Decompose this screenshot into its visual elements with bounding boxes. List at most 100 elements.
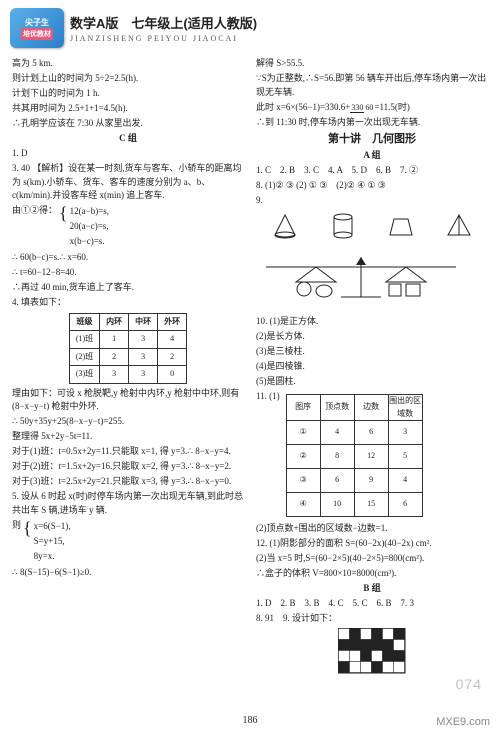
- line: 9.: [256, 194, 488, 208]
- td: 3: [129, 366, 158, 383]
- td: 4: [158, 331, 187, 348]
- line: (5)是圆柱.: [256, 375, 488, 389]
- shape-row: [256, 211, 488, 241]
- eq-system-1: 由①②得： { 12(a−b)=s, 20(a−c)=s, x(b−c)=s.: [12, 204, 244, 250]
- line: (2)是长方体.: [256, 330, 488, 344]
- line: 10. (1)是正方体.: [256, 315, 488, 329]
- page-number: 186: [243, 715, 258, 726]
- cone-icon: [270, 211, 300, 241]
- line: 对于(3)班：t=2.5x+2y=21.只能取 x=3, 得 y=3.∴ 8−x…: [12, 475, 244, 489]
- line: 3. 40 【解析】设在某一时刻,货车与客车、小轿车的距离均为 s(km).小轿…: [12, 162, 244, 204]
- td: 2: [158, 348, 187, 365]
- cylinder-icon: [328, 211, 358, 241]
- th: 边数: [354, 395, 388, 421]
- td: 3: [129, 331, 158, 348]
- balance-diagram: [256, 247, 466, 307]
- right-column: 解得 S>55.5. ∵S为正整数,∴S=56.即第 56 辆车开出后,停车场内…: [256, 56, 488, 677]
- line: ∴ 8(S−15)−6(S−1)≥0.: [12, 566, 244, 580]
- th: 围出的区域数: [388, 395, 422, 421]
- pyramid-icon: [444, 211, 474, 241]
- th: 外环: [158, 313, 187, 330]
- th: 图序: [286, 395, 320, 421]
- td: 15: [354, 492, 388, 516]
- line: (4)是四棱锥.: [256, 360, 488, 374]
- eq: x(b−c)=s.: [70, 235, 109, 249]
- td: (1)班: [69, 331, 99, 348]
- line: 此时 x=6×(56−1)=330.6+33060=11.5(时): [256, 101, 488, 115]
- th: 顶点数: [320, 395, 354, 421]
- line: 对于(2)班：t=1.5x+2y=16.只能取 x=2, 得 y=3.∴ 8−x…: [12, 460, 244, 474]
- line: 则计划上山的时间为 5÷2=2.5(h).: [12, 72, 244, 86]
- label: 11. (1): [256, 390, 280, 404]
- line: 解得 S>55.5.: [256, 57, 488, 71]
- line: (2)当 x=5 时,S=(60−2×5)(40−2×5)=800(cm²).: [256, 552, 488, 566]
- td: ①: [286, 420, 320, 444]
- td: ③: [286, 468, 320, 492]
- td: 6: [354, 420, 388, 444]
- section-b: B 组: [256, 582, 488, 596]
- line: 高为 5 km.: [12, 57, 244, 71]
- logo-line2: 培优教材: [21, 28, 53, 40]
- score-table: 班级内环中环外环 (1)班134 (2)班232 (3)班330: [69, 313, 187, 384]
- line: 1. D 2. B 3. B 4. C 5. C 6. B 7. 3: [256, 597, 488, 611]
- td: 6: [388, 492, 422, 516]
- td: 3: [100, 366, 129, 383]
- line: 1. C 2. B 3. C 4. A 5. D 6. B 7. ②: [256, 164, 488, 178]
- td: 10: [320, 492, 354, 516]
- eq: 8y=x.: [34, 550, 71, 564]
- line: 1. D: [12, 147, 244, 161]
- line: 理由如下：可设 x 枪脱靶,y 枪射中内环,y 枪射中中环,则有 (8−x−y−…: [12, 387, 244, 415]
- td: 8: [320, 444, 354, 468]
- td: 1: [100, 331, 129, 348]
- logo: 尖子生 培优教材: [10, 8, 64, 48]
- line: ∴盒子的体积 V=800×10=8000(cm³).: [256, 567, 488, 581]
- td: ④: [286, 492, 320, 516]
- line: 计划下山的时间为 1 h.: [12, 87, 244, 101]
- td: 4: [388, 468, 422, 492]
- section-c: C 组: [12, 132, 244, 146]
- watermark: MXE9.com: [436, 716, 490, 728]
- td: 5: [388, 444, 422, 468]
- prism-icon: [386, 211, 416, 241]
- line: ∴ 60(b−c)=s.∴ x=60.: [12, 251, 244, 265]
- label: 由①②得：: [12, 204, 57, 218]
- line: ∴孔明学应该在 7:30 从家里出发.: [12, 117, 244, 131]
- td: 9: [354, 468, 388, 492]
- line: ∴到 11:30 时,停车场内第一次出现无车辆.: [256, 116, 488, 130]
- line: 4. 填表如下：: [12, 296, 244, 310]
- line: 共其用时间为 2.5+1+1=4.5(h).: [12, 102, 244, 116]
- graph-table: 图序顶点数边数围出的区域数 ①463 ②8125 ③694 ④10156: [286, 394, 423, 517]
- td: (2)班: [69, 348, 99, 365]
- pixel-pattern: [338, 628, 406, 674]
- th: 内环: [100, 313, 129, 330]
- td: 3: [388, 420, 422, 444]
- eq: 20(a−c)=s,: [70, 220, 109, 234]
- line: 8. (1)② ③ (2) ① ③ (2)② ④ ① ③: [256, 179, 488, 193]
- line: ∴ 50y+35y+25(8−x−y−t)=255.: [12, 415, 244, 429]
- th: 中环: [129, 313, 158, 330]
- line: ∴再过 40 min,货车追上了客车.: [12, 281, 244, 295]
- td: 4: [320, 420, 354, 444]
- line: (3)是三棱柱.: [256, 345, 488, 359]
- line: 8. 91 9. 设计如下：: [256, 612, 488, 626]
- lecture-title: 第十讲 几何图形: [256, 131, 488, 148]
- th: 班级: [69, 313, 99, 330]
- eq: x=6(S−1),: [34, 520, 71, 534]
- td: (3)班: [69, 366, 99, 383]
- line: 整理得 5x+2y−5t=11.: [12, 430, 244, 444]
- line: ∴ t=60−12−8=40.: [12, 266, 244, 280]
- section-a: A 组: [256, 149, 488, 163]
- td: 6: [320, 468, 354, 492]
- fraction: 33060: [350, 104, 374, 112]
- left-column: 高为 5 km. 则计划上山的时间为 5÷2=2.5(h). 计划下山的时间为 …: [12, 56, 244, 677]
- td: ②: [286, 444, 320, 468]
- td: 0: [158, 366, 187, 383]
- line: 对于(1)班：t=0.5x+2y=11.只能取 x=1, 得 y=3.∴ 8−x…: [12, 445, 244, 459]
- td: 2: [100, 348, 129, 365]
- td: 3: [129, 348, 158, 365]
- line: 12. (1)阴影部分的面积 S=(60−2x)(40−2x) cm².: [256, 537, 488, 551]
- page-subtitle: JIANZISHENG PEIYOU JIAOCAI: [70, 34, 257, 43]
- watermark-faint: 074: [456, 676, 482, 692]
- brace-icon: {: [23, 519, 32, 537]
- eq: S=y+15,: [34, 535, 71, 549]
